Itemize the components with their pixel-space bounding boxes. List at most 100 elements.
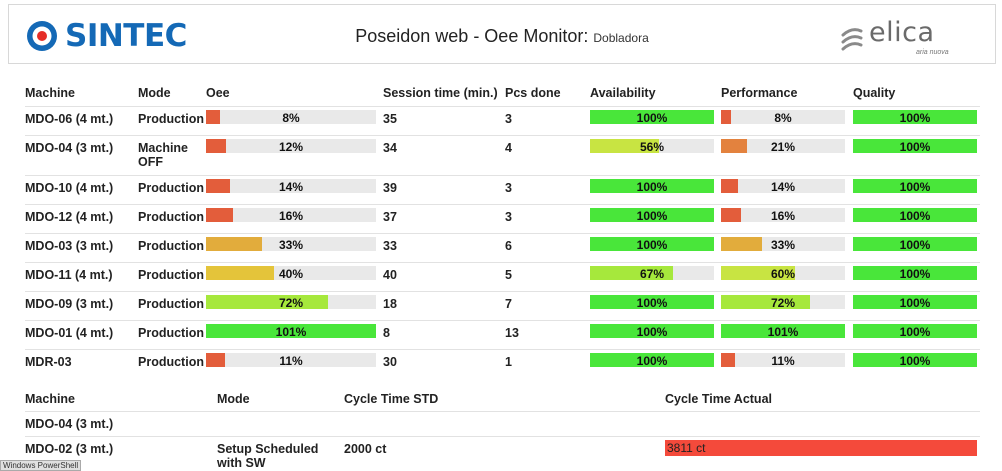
oee-bar-fill [206,139,227,153]
availability-bar-label: 100% [636,296,668,310]
quality-bar: 100% [853,237,977,252]
oee-bar-label: 33% [278,238,304,252]
quality-bar-label: 100% [899,111,931,125]
quality-bar-label: 100% [899,180,931,194]
quality-bar: 100% [853,295,977,310]
oee-bar-fill [206,208,234,222]
session-time: 37 [383,210,397,224]
machine-mode: Machine OFF [138,141,189,169]
quality-bar-fill [853,353,977,367]
table-row: MDO-04 (3 mt.) [25,411,980,435]
column-header-session: Session time (min.) [383,86,498,100]
performance-bar-fill [721,237,762,251]
elica-mark-icon [841,28,863,51]
quality-bar-label: 100% [899,209,931,223]
performance-bar: 72% [721,295,845,310]
column-header-avail: Availability [590,86,656,100]
machine-name: MDO-09 (3 mt.) [25,297,114,311]
performance-bar-label: 60% [770,267,796,281]
availability-bar-fill [590,266,674,280]
availability-bar-label: 100% [636,180,668,194]
table-row: MDO-06 (4 mt.) Production 35 3 8% 100% 8% 100% [25,106,980,135]
machine-mode: Production [138,326,204,340]
availability-bar-fill [590,208,714,222]
availability-bar-label: 100% [636,238,668,252]
availability-bar: 56% [590,139,714,154]
pcs-done: 3 [505,112,512,126]
oee-bar-label: 11% [279,354,303,368]
machine-name: MDO-10 (4 mt.) [25,181,114,195]
quality-bar-label: 100% [899,140,931,154]
cycle-time-actual: 3811 ct [667,441,706,455]
machine-mode: Production [138,297,204,311]
performance-bar: 60% [721,266,845,281]
quality-bar-fill [853,179,977,193]
machine-mode: Production [138,210,204,224]
table-row: MDO-02 (3 mt.) Setup Scheduled with SW 200… [25,436,980,471]
oee-bar-fill [206,295,329,309]
machine-mode: Production [138,268,204,282]
oee-bar: 40% [206,266,376,281]
performance-bar-label: 21% [770,140,796,154]
machine-name: MDO-04 (3 mt.) [25,417,114,431]
availability-bar: 100% [590,110,714,125]
session-time: 8 [383,326,390,340]
performance-bar-label: 16% [770,209,796,223]
elica-logo: elica aria nuova [839,17,959,59]
oee-bar-label: 40% [278,267,304,281]
performance-bar: 11% [721,353,845,368]
column-header-perf: Performance [721,86,798,100]
oee-bar-label: 72% [278,296,304,310]
pcs-done: 13 [505,326,519,340]
performance-bar-fill [721,208,741,222]
pcs-done: 5 [505,268,512,282]
title-subtitle: Dobladora [593,31,649,45]
quality-bar: 100% [853,266,977,281]
pcs-done: 1 [505,355,512,369]
quality-bar-label: 100% [899,325,931,339]
quality-bar-fill [853,110,977,124]
quality-bar-label: 100% [899,296,931,310]
availability-bar-label: 100% [636,209,668,223]
machine-name: MDO-12 (4 mt.) [25,210,114,224]
availability-bar: 100% [590,237,714,252]
availability-bar-label: 100% [636,354,668,368]
performance-bar: 14% [721,179,845,194]
availability-bar-fill [590,324,714,338]
machine-mode: Setup Scheduled with SW [217,442,319,470]
cycle-column-header-actual: Cycle Time Actual [665,392,772,406]
machine-name: MDO-02 (3 mt.) [25,442,114,456]
quality-bar-label: 100% [899,354,931,368]
performance-bar-fill [721,110,731,124]
table-row: MDO-09 (3 mt.) Production 18 7 72% 100% 72% 100… [25,291,980,320]
performance-bar-label: 72% [770,296,796,310]
session-time: 39 [383,181,397,195]
session-time: 40 [383,268,397,282]
cycle-time-table: Machine Mode Cycle Time STD Cycle Time Actu… [25,386,980,471]
performance-bar-fill [721,179,739,193]
oee-bar: 72% [206,295,376,310]
performance-bar-label: 11% [771,354,795,368]
oee-bar: 11% [206,353,376,368]
quality-bar-fill [853,237,977,251]
table-row: MDO-01 (4 mt.) Production 8 13 101% 100% 101% 1… [25,320,980,349]
oee-bar: 16% [206,208,376,223]
performance-bar-fill [721,295,811,309]
pcs-done: 4 [505,141,512,155]
performance-bar: 33% [721,237,845,252]
quality-bar-fill [853,266,977,280]
page-title: Poseidon web - Oee Monitor: Dobladora [9,26,995,47]
session-time: 33 [383,239,397,253]
quality-bar-fill [853,139,977,153]
performance-bar: 101% [721,324,845,339]
availability-bar-label: 56% [639,140,665,154]
performance-bar-fill [721,266,796,280]
performance-bar-label: 101% [767,325,799,339]
machine-name: MDO-01 (4 mt.) [25,326,114,340]
cycle-column-header-std: Cycle Time STD [344,392,439,406]
availability-bar-fill [590,295,714,309]
availability-bar-label: 100% [636,111,668,125]
column-header-mode: Mode [138,86,171,100]
availability-bar-fill [590,237,714,251]
oee-bar-fill [206,179,230,193]
